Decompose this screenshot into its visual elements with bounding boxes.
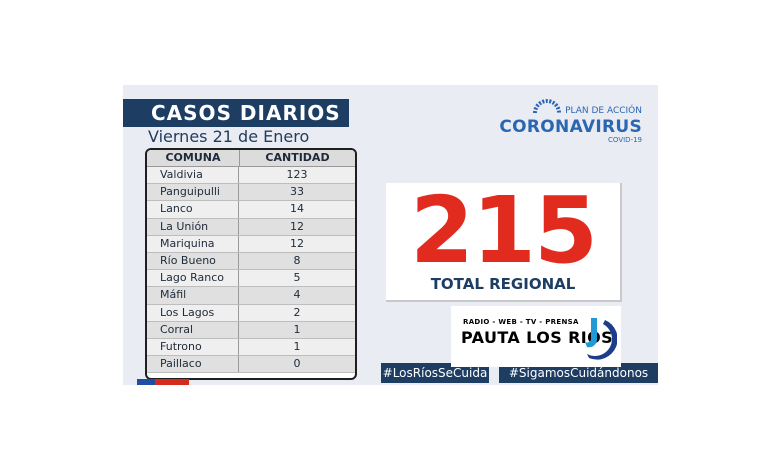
swoosh-icon (585, 318, 617, 360)
cantidad-cell: 4 (293, 288, 301, 302)
comuna-cell: Lago Ranco (147, 270, 239, 287)
arc-icon (533, 99, 561, 114)
cantidad-cell: 33 (290, 185, 304, 199)
header-cantidad: CANTIDAD (265, 151, 330, 164)
cantidad-cell: 5 (293, 271, 301, 285)
comuna-cell: Paillaco (147, 356, 239, 373)
table-header: COMUNA CANTIDAD (147, 150, 355, 167)
comuna-cell: Máfil (147, 287, 239, 304)
comuna-cell: Futrono (147, 338, 239, 356)
cases-table: COMUNA CANTIDAD Valdivia 123 Panguipulli 3… (145, 148, 357, 380)
comuna-cell: Los Lagos (147, 304, 239, 321)
flag-blue (137, 379, 155, 385)
page-title: CASOS DIARIOS (123, 99, 349, 127)
comuna-cell: Panguipulli (147, 184, 239, 201)
table-row: Mariquina 12 (147, 235, 355, 253)
watermark-name: PAUTA LOS RIOS (461, 328, 614, 347)
table-body: Valdivia 123 Panguipulli 33 Lanco 14 La Uni… (147, 167, 355, 374)
date-subtitle: Viernes 21 de Enero (148, 127, 310, 146)
cantidad-cell: 12 (290, 219, 304, 233)
infographic-card: CASOS DIARIOS Viernes 21 de Enero PLAN D… (123, 85, 658, 385)
table-row: Valdivia 123 (147, 167, 355, 185)
total-value: 215 (409, 177, 598, 284)
comuna-cell: Lanco (147, 201, 239, 218)
hashtag-left: #LosRíosSeCuida (381, 363, 489, 383)
table-row: Lanco 14 (147, 201, 355, 219)
cantidad-cell: 12 (290, 236, 304, 250)
comuna-cell: Mariquina (147, 235, 239, 252)
cantidad-cell: 2 (293, 305, 301, 319)
comuna-cell: Río Bueno (147, 252, 239, 270)
logo-sub-text: COVID-19 (608, 136, 642, 144)
table-row: Paillaco 0 (147, 356, 355, 374)
cantidad-cell: 1 (293, 322, 301, 336)
comuna-cell: Valdivia (147, 167, 239, 184)
logo-name-text: CORONAVIRUS (499, 117, 642, 137)
logo-plan-text: PLAN DE ACCIÓN (565, 106, 642, 116)
total-label: TOTAL REGIONAL (430, 275, 576, 293)
coronavirus-logo: PLAN DE ACCIÓN CORONAVIRUS COVID-19 (494, 98, 642, 146)
cantidad-cell: 8 (293, 253, 301, 267)
table-row: Máfil 4 (147, 287, 355, 305)
table-row: Los Lagos 2 (147, 304, 355, 322)
table-row: Lago Ranco 5 (147, 270, 355, 288)
table-row: Corral 1 (147, 321, 355, 339)
flag-stripe (137, 379, 189, 385)
table-row: La Unión 12 (147, 218, 355, 236)
table-row: Futrono 1 (147, 338, 355, 357)
flag-red (155, 379, 189, 385)
total-panel: 215 TOTAL REGIONAL (386, 177, 622, 302)
cantidad-cell: 0 (293, 357, 301, 371)
table-row: Panguipulli 33 (147, 184, 355, 202)
hashtag-right: #SigamosCuidándonos (499, 363, 658, 383)
table-row: Río Bueno 8 (147, 252, 355, 271)
watermark-logo: RADIO - WEB - TV - PRENSA PAUTA LOS RIOS (451, 306, 621, 367)
cantidad-cell: 1 (293, 339, 301, 353)
header-comuna: COMUNA (147, 150, 240, 166)
cantidad-cell: 14 (290, 202, 304, 216)
comuna-cell: La Unión (147, 218, 239, 235)
comuna-cell: Corral (147, 321, 239, 338)
watermark-tagline: RADIO - WEB - TV - PRENSA (463, 318, 579, 326)
cantidad-cell: 123 (286, 168, 308, 181)
